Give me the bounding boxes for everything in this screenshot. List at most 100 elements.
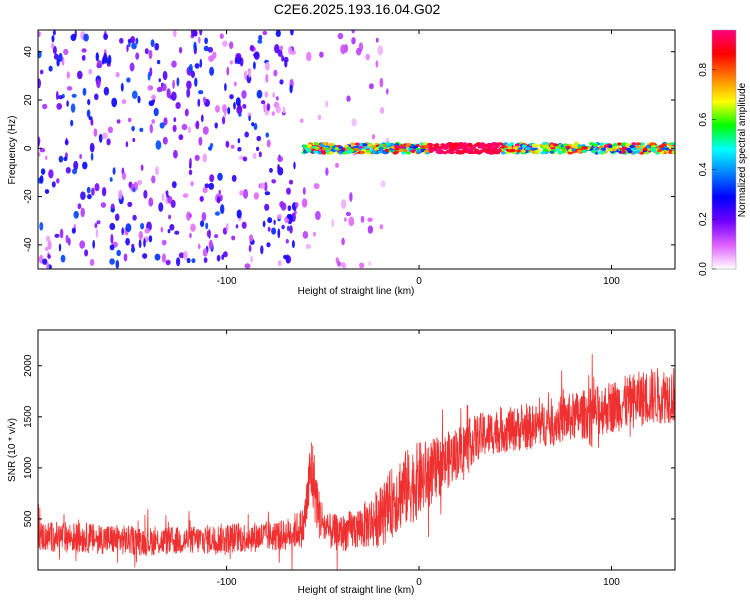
spectrogram-cell — [153, 107, 159, 117]
spectrogram-cell — [191, 258, 196, 264]
spectrogram-cell — [144, 228, 151, 234]
spectrogram-cell — [215, 105, 220, 113]
spectrogram-cell — [510, 148, 516, 153]
spectrogram-cell — [204, 183, 210, 188]
colorbar-tick-label: 0.0 — [698, 262, 709, 276]
spectrogram-cell — [277, 164, 280, 172]
spectrogram-cell — [649, 142, 655, 146]
spectrogram-cell — [447, 150, 453, 154]
spectrogram-cell — [131, 90, 138, 100]
spectrogram-cell — [470, 146, 476, 150]
spectrogram-cell — [260, 100, 266, 105]
spectrogram-cell — [312, 231, 317, 237]
spectrogram-cell — [337, 32, 344, 40]
spectrogram-cell — [360, 215, 365, 223]
spectrogram-cell — [126, 44, 129, 52]
spectrogram-cell — [116, 249, 121, 257]
spectrogram-cell — [58, 243, 62, 252]
spectrogram-cell — [651, 147, 656, 151]
spectrogram-ytick-label: 20 — [23, 94, 34, 106]
spectrogram-cell — [119, 37, 124, 44]
spectrogram-cell — [375, 146, 381, 150]
spectrogram-cell — [249, 44, 255, 52]
spectrogram-cell — [401, 151, 407, 155]
spectrogram-xtick-label: 100 — [603, 276, 620, 287]
spectrogram-cell — [98, 133, 103, 143]
colorbar-frame — [711, 29, 737, 270]
spectrogram-cell — [147, 71, 151, 81]
spectrogram-cell — [635, 145, 641, 149]
spectrogram-cell — [271, 111, 275, 116]
spectrogram-cell — [271, 179, 277, 184]
spectrogram-cell — [155, 140, 162, 150]
spectrogram-cell — [147, 85, 152, 91]
spectrogram-cell — [53, 53, 59, 60]
spectrogram-cell — [273, 219, 276, 225]
spectrogram-cell — [102, 132, 108, 140]
spectrogram-cell — [90, 118, 94, 126]
spectrogram-cell — [181, 123, 188, 131]
spectrogram-cell — [95, 52, 100, 62]
spectrogram-cell — [235, 97, 241, 107]
spectrogram-cell — [168, 214, 172, 220]
spectrogram-cell — [188, 213, 192, 218]
spectrogram-cell — [121, 172, 127, 180]
spectrogram-cell — [290, 30, 294, 36]
spectrogram-cell — [144, 48, 149, 55]
spectrogram-cell — [216, 254, 221, 262]
spectrogram-cell — [204, 37, 209, 45]
spectrogram-cell — [435, 150, 441, 154]
spectrogram-cell — [39, 175, 44, 184]
spectrogram-cell — [142, 253, 148, 259]
spectrogram-cell — [302, 231, 309, 239]
spectrogram-cell — [328, 143, 334, 147]
spectrogram-cell — [392, 151, 398, 155]
spectrogram-cell — [317, 114, 322, 121]
colorbar-ticks: 0.0 0.2 0.4 0.6 0.8 — [698, 62, 716, 276]
spectrogram-cell — [178, 134, 184, 141]
spectrogram-cell — [194, 154, 200, 161]
spectrogram-cell — [288, 46, 293, 55]
spectrogram-cell — [286, 225, 290, 232]
spectrogram-cell — [266, 242, 271, 248]
spectrogram-cell — [110, 208, 115, 213]
spectrogram-cell — [70, 119, 74, 127]
spectrogram-cell — [494, 150, 499, 154]
spectrogram-cell — [84, 249, 89, 257]
spectrogram-cell — [65, 137, 68, 146]
spectrogram-cell — [131, 243, 135, 248]
spectrogram-cell — [127, 117, 132, 123]
spectrogram-cell — [48, 65, 53, 72]
spectrogram-cell — [301, 198, 308, 208]
spectrogram-cell — [161, 253, 166, 263]
spectrogram-ytick-label: 40 — [23, 46, 34, 58]
spectrogram-cell — [186, 80, 192, 90]
spectrogram-cell — [149, 123, 153, 134]
spectrogram-cell — [406, 151, 411, 155]
spectrogram-cell — [299, 118, 304, 123]
spectrogram-cell — [66, 100, 69, 107]
spectrogram-frame — [37, 29, 676, 270]
spectrogram-cell — [420, 145, 426, 149]
spectrogram-ticks: -100 0 100 -40 -20 0 20 40 — [23, 30, 675, 287]
spectrogram-cell — [591, 150, 597, 154]
spectrogram-cell — [193, 41, 197, 51]
snr-ytick-label: 1500 — [23, 405, 34, 428]
spectrogram-cell — [285, 239, 289, 244]
spectrogram-cell — [44, 189, 50, 194]
spectrogram-cell — [271, 227, 277, 235]
spectrogram-cell — [607, 144, 613, 149]
spectrogram-cell — [252, 152, 257, 160]
spectrogram-cell — [106, 138, 111, 146]
spectrogram-cell — [48, 169, 54, 179]
spectrogram-cell — [577, 149, 583, 153]
spectrogram-cell — [235, 53, 242, 59]
spectrogram-cell — [174, 230, 180, 235]
snr-xtick-label: 0 — [416, 577, 422, 588]
spectrogram-cell — [140, 223, 145, 230]
spectrogram-cell — [120, 82, 124, 92]
spectrogram-cell — [94, 183, 100, 192]
spectrogram-cell — [42, 103, 48, 110]
spectrogram-cells — [38, 30, 675, 269]
spectrogram-cell — [242, 104, 247, 109]
